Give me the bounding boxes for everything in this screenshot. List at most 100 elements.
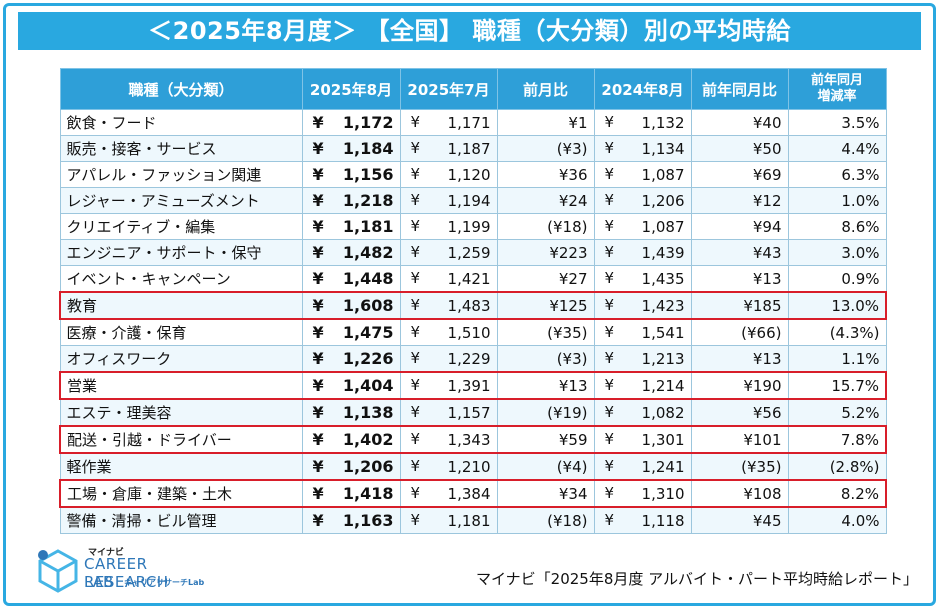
aug2024-cell: ¥1,132 (593, 109, 692, 136)
category-cell: 飲食・フード (59, 109, 303, 136)
yen-symbol: ¥ (410, 139, 421, 157)
jul2025-cell: ¥1,384 (399, 479, 498, 508)
yoy-rate-cell: 4.0% (787, 506, 887, 534)
mom-cell: ¥13 (496, 371, 595, 400)
yoy-cell: ¥50 (690, 135, 789, 162)
col-header-category: 職種（大分類） (59, 68, 303, 110)
aug2024-value: 1,213 (641, 349, 685, 368)
mom-cell: ¥125 (496, 291, 595, 320)
mom-cell: ¥27 (496, 265, 595, 293)
yen-symbol: ¥ (604, 323, 615, 341)
aug2024-value: 1,134 (641, 139, 685, 158)
mom-cell: ¥59 (496, 425, 595, 454)
mom-cell: (¥3) (496, 135, 595, 162)
jul2025-cell: ¥1,157 (399, 398, 498, 427)
aug2025-value: 1,482 (342, 243, 394, 262)
aug2025-value: 1,404 (342, 376, 394, 395)
table-row: 飲食・フード ¥1,172 ¥1,171 ¥1 ¥1,132 ¥40 3.5% (59, 109, 887, 136)
category-cell: クリエイティブ・編集 (59, 213, 303, 240)
yen-symbol: ¥ (312, 430, 324, 449)
jul2025-cell: ¥1,171 (399, 109, 498, 136)
aug2025-value: 1,181 (342, 217, 394, 236)
aug2025-cell: ¥1,608 (301, 291, 401, 320)
aug2025-cell: ¥1,163 (301, 506, 401, 534)
category-cell: エンジニア・サポート・保守 (59, 239, 303, 266)
aug2025-value: 1,418 (342, 484, 394, 503)
jul2025-value: 1,171 (447, 113, 491, 132)
mom-cell: ¥36 (496, 161, 595, 188)
mom-cell: (¥4) (496, 452, 595, 481)
mom-cell: (¥3) (496, 345, 595, 373)
table-row: 営業 ¥1,404 ¥1,391 ¥13 ¥1,214 ¥190 15.7% (59, 371, 887, 400)
yen-symbol: ¥ (312, 165, 324, 184)
yen-symbol: ¥ (604, 269, 615, 287)
aug2024-cell: ¥1,541 (593, 318, 692, 346)
jul2025-cell: ¥1,259 (399, 239, 498, 266)
jul2025-cell: ¥1,187 (399, 135, 498, 162)
yen-symbol: ¥ (410, 484, 421, 502)
table-row: 警備・清掃・ビル管理 ¥1,163 ¥1,181 (¥18) ¥1,118 ¥45 4.0% (59, 506, 887, 534)
yoy-cell: ¥43 (690, 239, 789, 266)
jul2025-value: 1,187 (447, 139, 491, 158)
yen-symbol: ¥ (312, 457, 324, 476)
yoy-cell: ¥40 (690, 109, 789, 136)
aug2025-value: 1,184 (342, 139, 394, 158)
mom-cell: (¥18) (496, 506, 595, 534)
jul2025-value: 1,421 (447, 269, 491, 288)
yen-symbol: ¥ (410, 243, 421, 261)
jul2025-value: 1,384 (447, 484, 491, 503)
table-row: 軽作業 ¥1,206 ¥1,210 (¥4) ¥1,241 (¥35) (2.8%) (59, 452, 887, 481)
yoy-rate-cell: 8.2% (787, 479, 887, 508)
yoy-cell: ¥13 (690, 345, 789, 373)
table-row: オフィスワーク ¥1,226 ¥1,229 (¥3) ¥1,213 ¥13 1.1% (59, 345, 887, 373)
mom-cell: (¥35) (496, 318, 595, 346)
aug2025-value: 1,163 (342, 511, 394, 530)
yoy-rate-cell: 13.0% (787, 291, 887, 320)
jul2025-cell: ¥1,421 (399, 265, 498, 293)
aug2024-cell: ¥1,241 (593, 452, 692, 481)
category-cell: 軽作業 (59, 452, 303, 481)
yen-symbol: ¥ (312, 296, 324, 315)
hourly-wage-table: 職種（大分類） 2025年8月 2025年7月 前月比 2024年8月 前年同月… (59, 68, 887, 534)
yen-symbol: ¥ (604, 349, 615, 367)
aug2024-cell: ¥1,301 (593, 425, 692, 454)
jul2025-value: 1,181 (447, 511, 491, 530)
yoy-cell: ¥12 (690, 187, 789, 214)
jul2025-cell: ¥1,343 (399, 425, 498, 454)
aug2025-cell: ¥1,172 (301, 109, 401, 136)
yoy-rate-cell: 3.0% (787, 239, 887, 266)
category-cell: 警備・清掃・ビル管理 (59, 506, 303, 534)
yen-symbol: ¥ (410, 511, 421, 529)
logo-mynavi-text: マイナビ (88, 548, 124, 558)
jul2025-value: 1,199 (447, 217, 491, 236)
aug2024-cell: ¥1,439 (593, 239, 692, 266)
logo-sub-text: キャリアリサーチLab (124, 578, 205, 587)
category-cell: 営業 (59, 371, 303, 400)
yen-symbol: ¥ (312, 191, 324, 210)
yen-symbol: ¥ (312, 323, 324, 342)
yen-symbol: ¥ (604, 217, 615, 235)
yoy-rate-cell: (2.8%) (787, 452, 887, 481)
aug2024-value: 1,241 (641, 457, 685, 476)
yen-symbol: ¥ (604, 296, 615, 314)
mom-cell: ¥24 (496, 187, 595, 214)
aug2024-value: 1,439 (641, 243, 685, 262)
table-row: 医療・介護・保育 ¥1,475 ¥1,510 (¥35) ¥1,541 (¥66) (4.3… (59, 318, 887, 346)
yoy-cell: ¥108 (690, 479, 789, 508)
yoy-cell: ¥45 (690, 506, 789, 534)
mom-cell: (¥18) (496, 213, 595, 240)
aug2025-value: 1,475 (342, 323, 394, 342)
jul2025-value: 1,259 (447, 243, 491, 262)
col-header-yoy: 前年同月比 (690, 68, 789, 110)
yoy-rate-cell: 5.2% (787, 398, 887, 427)
jul2025-value: 1,483 (447, 296, 491, 315)
yen-symbol: ¥ (410, 403, 421, 421)
col-header-yoy-rate-line2: 増減率 (817, 89, 857, 104)
table-row: 販売・接客・サービス ¥1,184 ¥1,187 (¥3) ¥1,134 ¥50 4.4% (59, 135, 887, 162)
report-title: ＜2025年8月度＞ 【全国】 職種（大分類）別の平均時給 (18, 12, 921, 50)
aug2024-value: 1,310 (641, 484, 685, 503)
yoy-cell: ¥190 (690, 371, 789, 400)
aug2024-cell: ¥1,082 (593, 398, 692, 427)
yoy-cell: ¥185 (690, 291, 789, 320)
yen-symbol: ¥ (410, 113, 421, 131)
